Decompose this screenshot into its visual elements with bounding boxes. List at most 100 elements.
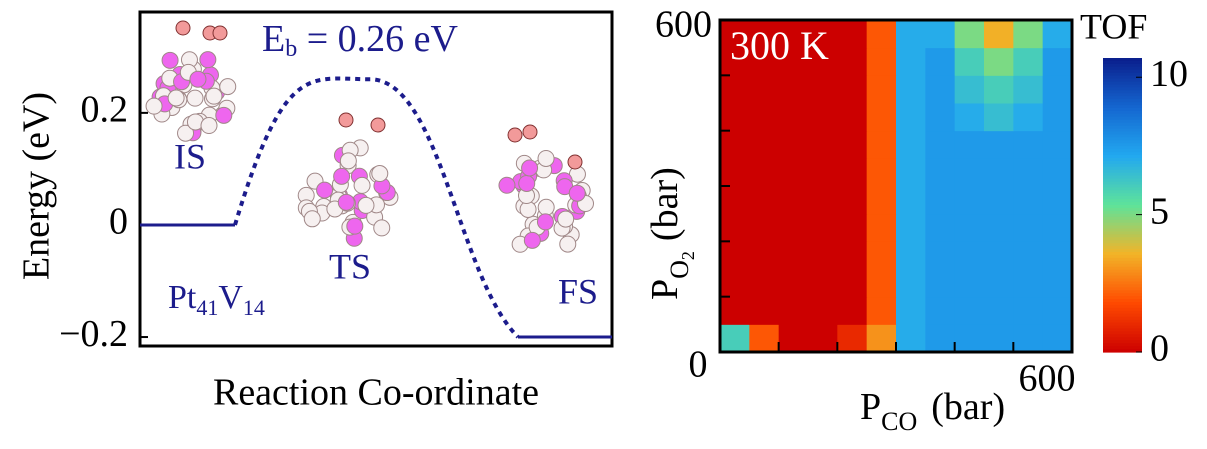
state-label: IS: [174, 136, 206, 176]
heatmap-cell: [867, 186, 897, 214]
colorbar-tick-label: 10: [1150, 53, 1188, 95]
heatmap-cell: [1013, 131, 1043, 159]
heatmap-cell: [808, 324, 838, 352]
heatmap-cell: [955, 158, 985, 186]
heatmap-cell: [1043, 103, 1073, 131]
adsorbate-atom: [523, 125, 537, 139]
heatmap-cell: [837, 103, 867, 131]
energy-panel: Eb = 0.26 eV Pt41V14 Energy (eV) Reactio…: [16, 12, 612, 414]
heatmap-cell: [1043, 186, 1073, 214]
heatmap-cell: [749, 297, 779, 325]
heatmap-cell: [779, 158, 809, 186]
system-label: Pt41V14: [168, 279, 265, 320]
heatmap-cell: [925, 75, 955, 103]
x-tick-label: 600: [1019, 358, 1076, 400]
heatmap-cell: [808, 186, 838, 214]
heatmap-cell: [749, 241, 779, 269]
heatmap-cell: [867, 241, 897, 269]
heatmap-cell: [984, 297, 1014, 325]
heatmap-cell: [720, 75, 750, 103]
heatmap-cell: [1013, 103, 1043, 131]
atom: [334, 168, 350, 184]
heatmap-cell: [1013, 186, 1043, 214]
heatmap-cell: [1043, 297, 1073, 325]
heatmap-cell: [779, 131, 809, 159]
heatmap-cell: [808, 241, 838, 269]
heatmap-cell: [925, 269, 955, 297]
atom: [347, 218, 363, 234]
annotation-part: E: [262, 18, 285, 60]
heatmap-cell: [1013, 269, 1043, 297]
atom: [317, 182, 333, 198]
atom: [358, 197, 374, 213]
heatmap-cell: [896, 103, 926, 131]
heatmap-cell: [749, 214, 779, 242]
heatmap-cell: [779, 297, 809, 325]
heatmap-cell: [925, 103, 955, 131]
heatmap-cell: [837, 158, 867, 186]
heatmap-cell: [955, 186, 985, 214]
colorbar-tick-label: 0: [1150, 328, 1169, 370]
label-part: 2: [678, 251, 698, 260]
label-part: O: [665, 260, 694, 279]
x-axis-label: PCO(bar): [860, 386, 1005, 436]
heatmap-cell: [896, 324, 926, 352]
heatmap-cell: [837, 48, 867, 76]
x-axis-label: Reaction Co-ordinate: [213, 372, 539, 414]
page: {"chart_data": [ {"type": "line", "annot…: [0, 0, 1207, 444]
atom: [220, 79, 236, 95]
atom: [146, 98, 162, 114]
tof-panel: 300 K PCO(bar) PO2(bar) 0510 TOF 0600600: [644, 4, 1188, 436]
heatmap-cell: [779, 186, 809, 214]
heatmap-cell: [955, 269, 985, 297]
heatmap-cell: [955, 214, 985, 242]
atom: [168, 90, 184, 106]
heatmap-cell: [955, 20, 985, 48]
heatmap-cell: [720, 324, 750, 352]
heatmap-cell: [867, 214, 897, 242]
label-part: (bar): [644, 167, 686, 241]
atom: [537, 214, 553, 230]
heatmap-cell: [867, 20, 897, 48]
atom: [304, 211, 320, 227]
heatmap-cell: [1043, 75, 1073, 103]
heatmap-cell: [837, 297, 867, 325]
heatmap-cell: [984, 269, 1014, 297]
heatmap-cell: [984, 214, 1014, 242]
adsorbate-atom: [371, 118, 385, 132]
heatmap-cell: [955, 297, 985, 325]
heatmap-cell: [779, 269, 809, 297]
colorbar-label: TOF: [1080, 6, 1147, 46]
figure: Eb = 0.26 eV Pt41V14 Energy (eV) Reactio…: [0, 0, 1207, 444]
heatmap-cell: [808, 131, 838, 159]
adsorbate-atom: [176, 21, 190, 35]
atom: [499, 177, 515, 193]
heatmap-cell: [867, 324, 897, 352]
barrier-annotation: Eb = 0.26 eV: [262, 18, 459, 62]
atom: [201, 118, 217, 134]
heatmap-cell: [955, 324, 985, 352]
y-tick-label: 600: [655, 4, 712, 46]
heatmap-cell: [984, 241, 1014, 269]
heatmap-cell: [779, 75, 809, 103]
heatmap-cell: [837, 131, 867, 159]
heatmap-cell: [837, 214, 867, 242]
heatmap-cell: [984, 131, 1014, 159]
atom: [522, 160, 538, 176]
heatmap-cell: [925, 20, 955, 48]
heatmap-cell: [1043, 324, 1073, 352]
atom: [538, 199, 554, 215]
atom: [558, 211, 574, 227]
heatmap-cell: [1043, 158, 1073, 186]
heatmap-cell: [925, 241, 955, 269]
state-label: TS: [329, 246, 371, 286]
heatmap-cell: [896, 269, 926, 297]
state-label: FS: [558, 271, 598, 311]
heatmap-cell: [749, 131, 779, 159]
label-part: CO: [881, 407, 917, 436]
y-tick-label: −0.2: [59, 313, 128, 355]
heatmap-cell: [749, 269, 779, 297]
heatmap-cell: [720, 158, 750, 186]
heatmap-cell: [955, 241, 985, 269]
